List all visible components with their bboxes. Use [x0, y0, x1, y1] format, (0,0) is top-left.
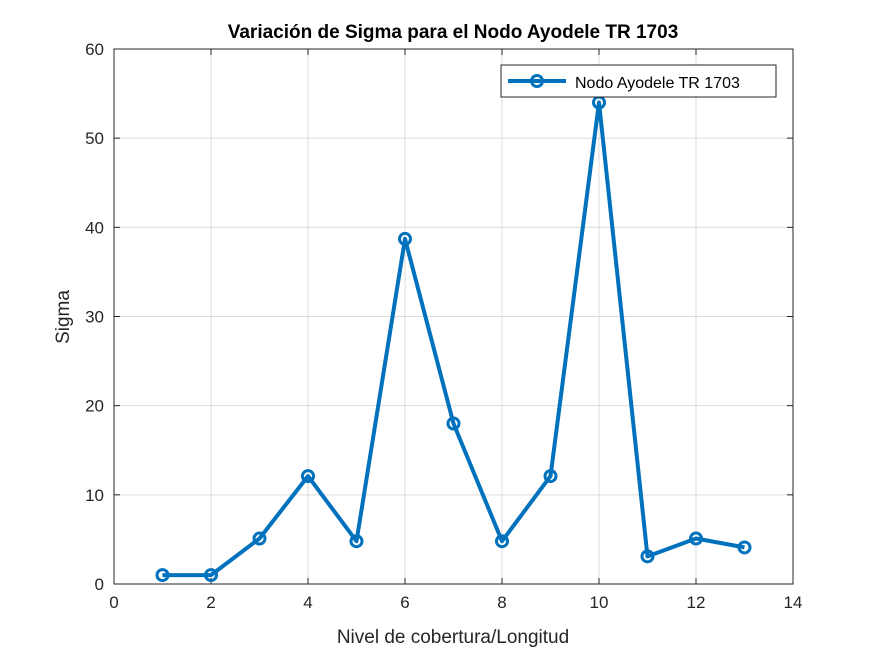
y-axis-label: Sigma: [53, 290, 74, 344]
series-layer: [155, 95, 752, 583]
data-point-marker: [495, 534, 509, 549]
series-line: [162, 100, 745, 578]
data-point-marker: [543, 469, 558, 484]
legend: Nodo Ayodele TR 1703: [500, 64, 777, 98]
data-point-marker: [155, 568, 170, 583]
data-point-marker: [737, 540, 752, 555]
x-tick-label: 6: [400, 593, 409, 612]
data-point-marker: [301, 469, 315, 484]
axis-ticks: 0 2 4 6 8 10 12 14 0 10 20 30 40 50 60: [85, 40, 802, 612]
chart-title: Variación de Sigma para el Nodo Ayodele …: [228, 22, 679, 43]
legend-series-marker: [530, 74, 544, 88]
x-tick-label: 4: [303, 593, 312, 612]
data-point-marker: [398, 231, 412, 246]
data-point-marker: [640, 549, 655, 564]
x-tick-label: 10: [590, 593, 609, 612]
x-tick-label: 12: [687, 593, 706, 612]
legend-series-label: Nodo Ayodele TR 1703: [575, 75, 740, 92]
y-tick-label: 60: [85, 40, 104, 59]
data-point-marker: [252, 531, 267, 546]
y-tick-label: 30: [85, 308, 104, 327]
data-point-marker: [349, 534, 364, 549]
x-tick-label: 14: [784, 593, 803, 612]
y-tick-label: 20: [85, 397, 104, 416]
plot-area: 0 2 4 6 8 10 12 14 0 10 20 30 40 50 60: [85, 40, 802, 612]
data-point-marker: [204, 568, 218, 583]
data-point-marker: [446, 416, 461, 431]
y-tick-label: 50: [85, 129, 104, 148]
x-tick-label: 2: [206, 593, 215, 612]
y-tick-label: 0: [95, 575, 104, 594]
y-tick-label: 10: [85, 486, 104, 505]
y-tick-label: 40: [85, 218, 104, 237]
x-axis-label: Nivel de cobertura/Longitud: [337, 627, 569, 648]
x-tick-label: 8: [497, 593, 506, 612]
data-point-marker: [689, 531, 703, 546]
x-tick-label: 0: [109, 593, 118, 612]
